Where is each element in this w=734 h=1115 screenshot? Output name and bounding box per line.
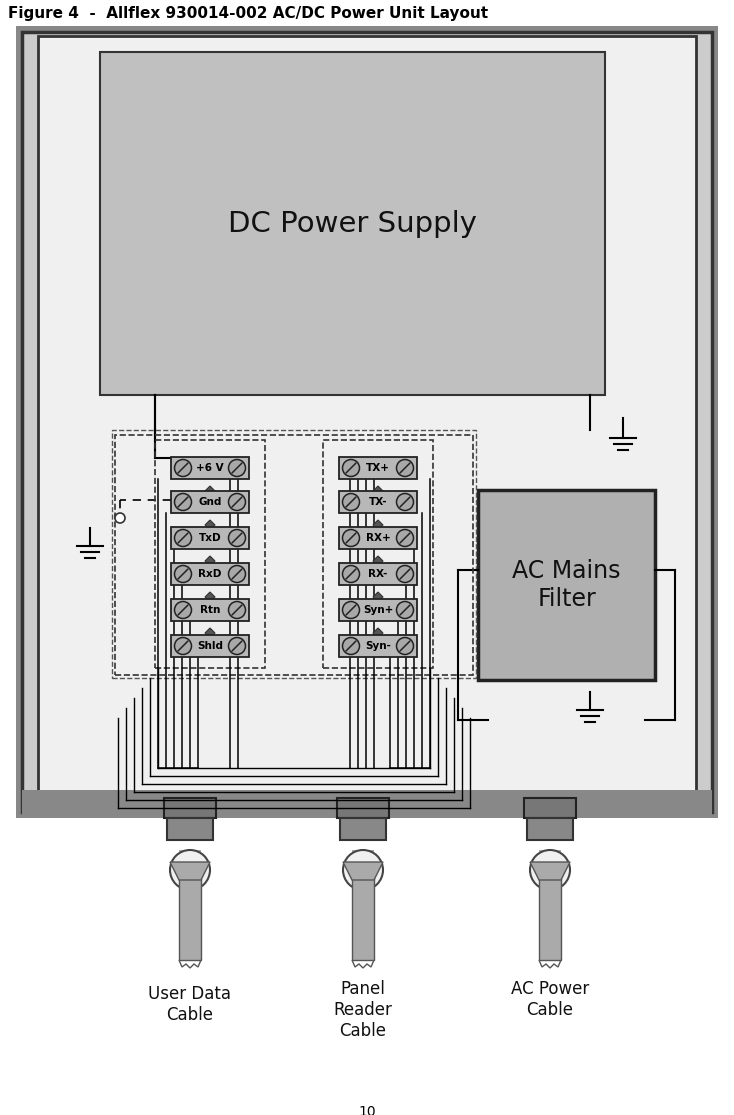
- Bar: [539, 870, 561, 960]
- Circle shape: [228, 530, 245, 546]
- Circle shape: [396, 638, 413, 655]
- Circle shape: [343, 601, 360, 619]
- Bar: [340, 818, 386, 840]
- Text: Figure 4  -  Allflex 930014-002 AC/DC Power Unit Layout: Figure 4 - Allflex 930014-002 AC/DC Powe…: [8, 6, 488, 21]
- Bar: [171, 563, 249, 585]
- Bar: [38, 36, 696, 798]
- Polygon shape: [205, 628, 215, 638]
- Circle shape: [396, 459, 413, 476]
- Text: DC Power Supply: DC Power Supply: [228, 210, 477, 237]
- Polygon shape: [205, 520, 215, 530]
- Circle shape: [170, 850, 210, 890]
- Text: User Data
Cable: User Data Cable: [148, 985, 231, 1024]
- Bar: [339, 527, 417, 549]
- Bar: [115, 435, 473, 675]
- Circle shape: [175, 638, 192, 655]
- Bar: [16, 26, 718, 818]
- Bar: [339, 636, 417, 657]
- Text: AC Power
Cable: AC Power Cable: [511, 980, 589, 1019]
- Bar: [339, 491, 417, 513]
- Text: RX+: RX+: [366, 533, 390, 543]
- Circle shape: [175, 530, 192, 546]
- Polygon shape: [373, 486, 383, 496]
- Bar: [155, 440, 265, 668]
- Circle shape: [343, 565, 360, 582]
- Circle shape: [228, 601, 245, 619]
- Circle shape: [396, 565, 413, 582]
- Circle shape: [343, 494, 360, 511]
- Bar: [164, 798, 216, 818]
- Circle shape: [228, 494, 245, 511]
- Polygon shape: [205, 486, 215, 496]
- Bar: [478, 489, 655, 680]
- Polygon shape: [205, 556, 215, 566]
- Text: TX-: TX-: [368, 497, 388, 507]
- Bar: [337, 798, 389, 818]
- Circle shape: [175, 565, 192, 582]
- Bar: [22, 32, 712, 812]
- Text: 10: 10: [358, 1105, 376, 1115]
- Circle shape: [228, 565, 245, 582]
- Polygon shape: [373, 592, 383, 602]
- Bar: [171, 636, 249, 657]
- Bar: [352, 870, 374, 960]
- Circle shape: [343, 459, 360, 476]
- Bar: [339, 457, 417, 479]
- Bar: [100, 52, 605, 395]
- Circle shape: [175, 601, 192, 619]
- Text: Gnd: Gnd: [198, 497, 222, 507]
- Circle shape: [115, 513, 125, 523]
- Circle shape: [228, 459, 245, 476]
- Circle shape: [396, 601, 413, 619]
- Circle shape: [175, 494, 192, 511]
- Polygon shape: [373, 520, 383, 530]
- Circle shape: [343, 638, 360, 655]
- Text: Shld: Shld: [197, 641, 223, 651]
- Circle shape: [530, 850, 570, 890]
- Circle shape: [175, 459, 192, 476]
- Bar: [167, 818, 213, 840]
- Circle shape: [396, 530, 413, 546]
- Circle shape: [343, 850, 383, 890]
- Bar: [22, 791, 712, 818]
- Text: AC Mains
Filter: AC Mains Filter: [512, 559, 621, 611]
- Bar: [339, 599, 417, 621]
- Text: +6 V: +6 V: [196, 463, 224, 473]
- Bar: [112, 430, 476, 678]
- Circle shape: [343, 530, 360, 546]
- Bar: [171, 491, 249, 513]
- Bar: [527, 818, 573, 840]
- Bar: [171, 599, 249, 621]
- Polygon shape: [205, 592, 215, 602]
- Bar: [539, 850, 561, 870]
- Bar: [524, 798, 576, 818]
- Text: Rtn: Rtn: [200, 605, 220, 615]
- Polygon shape: [530, 862, 570, 880]
- Text: RX-: RX-: [368, 569, 388, 579]
- Bar: [352, 850, 374, 870]
- Text: Syn-: Syn-: [365, 641, 391, 651]
- Bar: [179, 870, 201, 960]
- Bar: [171, 527, 249, 549]
- Text: RxD: RxD: [198, 569, 222, 579]
- Bar: [323, 440, 433, 668]
- Polygon shape: [343, 862, 383, 880]
- Circle shape: [228, 638, 245, 655]
- Text: TxD: TxD: [199, 533, 222, 543]
- Bar: [339, 563, 417, 585]
- Polygon shape: [373, 556, 383, 566]
- Polygon shape: [170, 862, 210, 880]
- Text: Panel
Reader
Cable: Panel Reader Cable: [333, 980, 393, 1039]
- Text: TX+: TX+: [366, 463, 390, 473]
- Bar: [179, 850, 201, 870]
- Polygon shape: [373, 628, 383, 638]
- Bar: [171, 457, 249, 479]
- Circle shape: [396, 494, 413, 511]
- Text: Syn+: Syn+: [363, 605, 393, 615]
